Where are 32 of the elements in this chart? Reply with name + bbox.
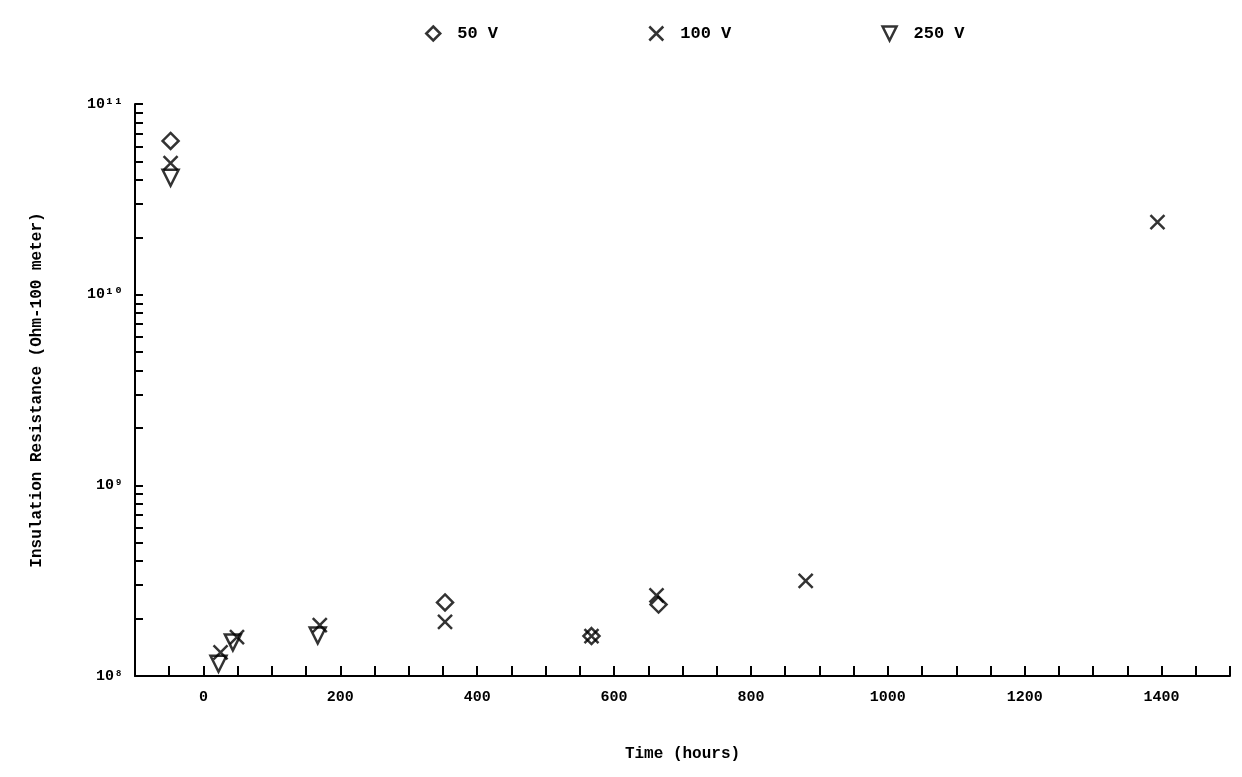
point — [162, 154, 179, 172]
x-tick-label: 200 — [326, 689, 354, 706]
x-tick-label: 1200 — [1006, 689, 1043, 706]
point — [1149, 213, 1166, 231]
x-tick-label: 0 — [198, 689, 208, 706]
x-tick-label: 1000 — [869, 689, 906, 706]
x-tick-label: 1400 — [1143, 689, 1180, 706]
point — [209, 654, 228, 673]
y-tick-label: 10¹¹ — [86, 95, 123, 113]
point — [435, 593, 455, 612]
legend-label: 250 V — [913, 24, 966, 43]
point — [308, 626, 327, 645]
y-axis-title: Insulation Resistance (Ohm-100 meter) — [28, 212, 46, 568]
y-tick-label: 10⁹ — [95, 476, 123, 494]
point — [797, 572, 814, 590]
point — [228, 628, 246, 646]
x-tick-label: 400 — [463, 689, 491, 706]
y-tick-label: 10⁸ — [95, 667, 123, 685]
point — [223, 633, 243, 652]
x-tick-label: 800 — [737, 689, 765, 706]
point — [161, 168, 180, 188]
x-axis-title: Time (hours) — [624, 745, 741, 763]
point — [161, 131, 180, 151]
legend-label: 50 V — [457, 24, 499, 43]
point — [311, 616, 329, 634]
point — [436, 613, 454, 631]
point — [648, 587, 665, 604]
x-tick-label: 600 — [600, 689, 628, 706]
y-tick-label: 10¹⁰ — [86, 286, 123, 304]
point — [649, 595, 668, 614]
legend-label: 100 V — [680, 24, 733, 43]
point — [212, 644, 229, 661]
